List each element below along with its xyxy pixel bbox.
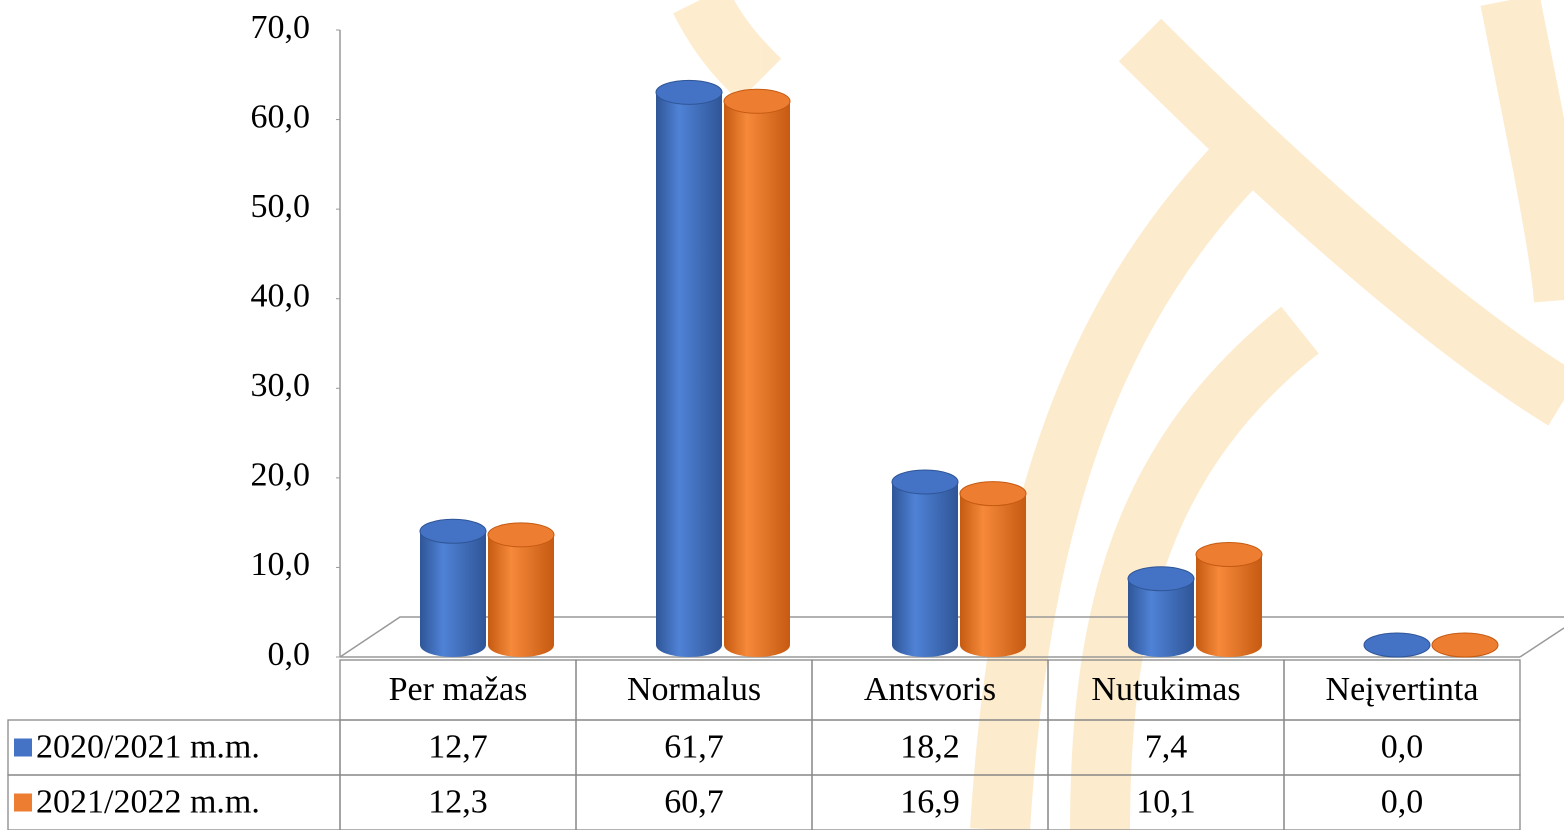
cylinder-body: [420, 531, 486, 645]
cylinder-bottom: [656, 633, 722, 657]
cylinder-bottom: [892, 633, 958, 657]
cylinder: [1127, 566, 1195, 657]
x-tick-label: Antsvoris: [864, 671, 996, 708]
floor-right: [1519, 627, 1564, 658]
cylinder: [655, 79, 723, 657]
data-label: 7,4: [1145, 728, 1188, 765]
legend-label: 2021/2022 m.m.: [36, 783, 260, 820]
cylinder-top: [891, 469, 959, 495]
data-label: 12,7: [428, 728, 488, 765]
data-label: 12,3: [428, 783, 488, 820]
y-tick-label: 40,0: [251, 278, 311, 315]
x-tick-label: Neįvertinta: [1326, 671, 1479, 708]
x-tick-label: Normalus: [627, 671, 761, 708]
legend-swatch: [14, 738, 32, 757]
cylinder: [1363, 632, 1431, 658]
cylinder-body: [724, 101, 790, 645]
table-cell: [7, 774, 341, 830]
data-label: 61,7: [664, 728, 724, 765]
background-decoration: [673, 0, 1564, 830]
cylinder: [891, 469, 959, 657]
cylinder-top: [419, 518, 487, 544]
cylinder: [959, 481, 1027, 657]
legend-swatch: [14, 793, 32, 812]
cylinder-body: [960, 493, 1026, 645]
cylinder-body: [892, 481, 958, 645]
cylinder: [487, 522, 555, 657]
cylinder-bottom: [724, 633, 790, 657]
cylinder-top: [1195, 542, 1263, 568]
cylinder-top: [487, 522, 555, 548]
table-cell: [1283, 774, 1521, 830]
cylinder-top: [723, 88, 791, 114]
y-tick-label: 0,0: [268, 636, 311, 673]
cylinder: [419, 518, 487, 657]
cylinder-top: [655, 79, 723, 105]
cylinder-top: [1363, 632, 1431, 658]
y-tick-label: 60,0: [251, 98, 311, 135]
legend-label: 2020/2021 m.m.: [36, 728, 260, 765]
y-tick-label: 50,0: [251, 188, 311, 225]
cylinder-bottom: [488, 633, 554, 657]
cylinder-top: [1431, 632, 1499, 658]
cylinder: [1195, 542, 1263, 657]
cylinder-bottom: [1128, 633, 1194, 657]
data-label: 10,1: [1136, 783, 1196, 820]
data-label: 16,9: [900, 783, 960, 820]
cylinder-body: [1196, 554, 1262, 645]
data-label: 0,0: [1381, 728, 1424, 765]
y-tick-label: 10,0: [251, 546, 311, 583]
y-tick-label: 20,0: [251, 457, 311, 494]
cylinder-body: [656, 92, 722, 645]
cylinder: [1431, 632, 1499, 658]
data-label: 60,7: [664, 783, 724, 820]
cylinder-bottom: [960, 633, 1026, 657]
cylinder-bottom: [420, 633, 486, 657]
y-tick-label: 30,0: [251, 367, 311, 404]
cylinder: [723, 88, 791, 657]
y-tick-label: 70,0: [251, 9, 311, 46]
data-label: 18,2: [900, 728, 960, 765]
x-tick-label: Per mažas: [389, 671, 528, 708]
cylinder-body: [488, 534, 554, 645]
data-label: 0,0: [1381, 783, 1424, 820]
cylinder-top: [959, 481, 1027, 507]
x-tick-label: Nutukimas: [1091, 671, 1240, 708]
cylinder-top: [1127, 566, 1195, 592]
cylinder-bottom: [1196, 633, 1262, 657]
